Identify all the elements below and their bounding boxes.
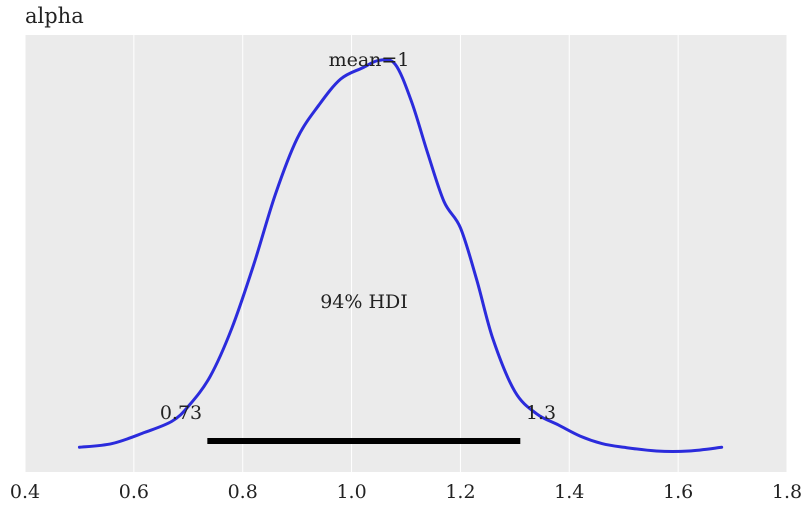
x-tick-label: 1.0 [336,481,366,503]
mean-label: mean=1 [329,49,410,71]
gridlines [24,35,788,472]
hdi-low-label: 0.73 [160,402,202,424]
x-tick-label: 1.4 [554,481,584,503]
x-tick-label: 0.4 [10,481,40,503]
x-axis-ticks: 0.4 0.6 0.8 1.0 1.2 1.4 1.6 1.8 [10,481,802,503]
plot-background [25,35,787,472]
hdi-high-label: 1.3 [526,402,556,424]
x-tick-label: 0.6 [119,481,149,503]
hdi-label: 94% HDI [320,291,408,313]
x-tick-label: 1.8 [772,481,802,503]
x-tick-label: 1.2 [445,481,475,503]
x-tick-label: 0.8 [228,481,258,503]
x-tick-label: 1.6 [663,481,693,503]
density-line [77,58,724,453]
chart-title: alpha [25,4,84,28]
